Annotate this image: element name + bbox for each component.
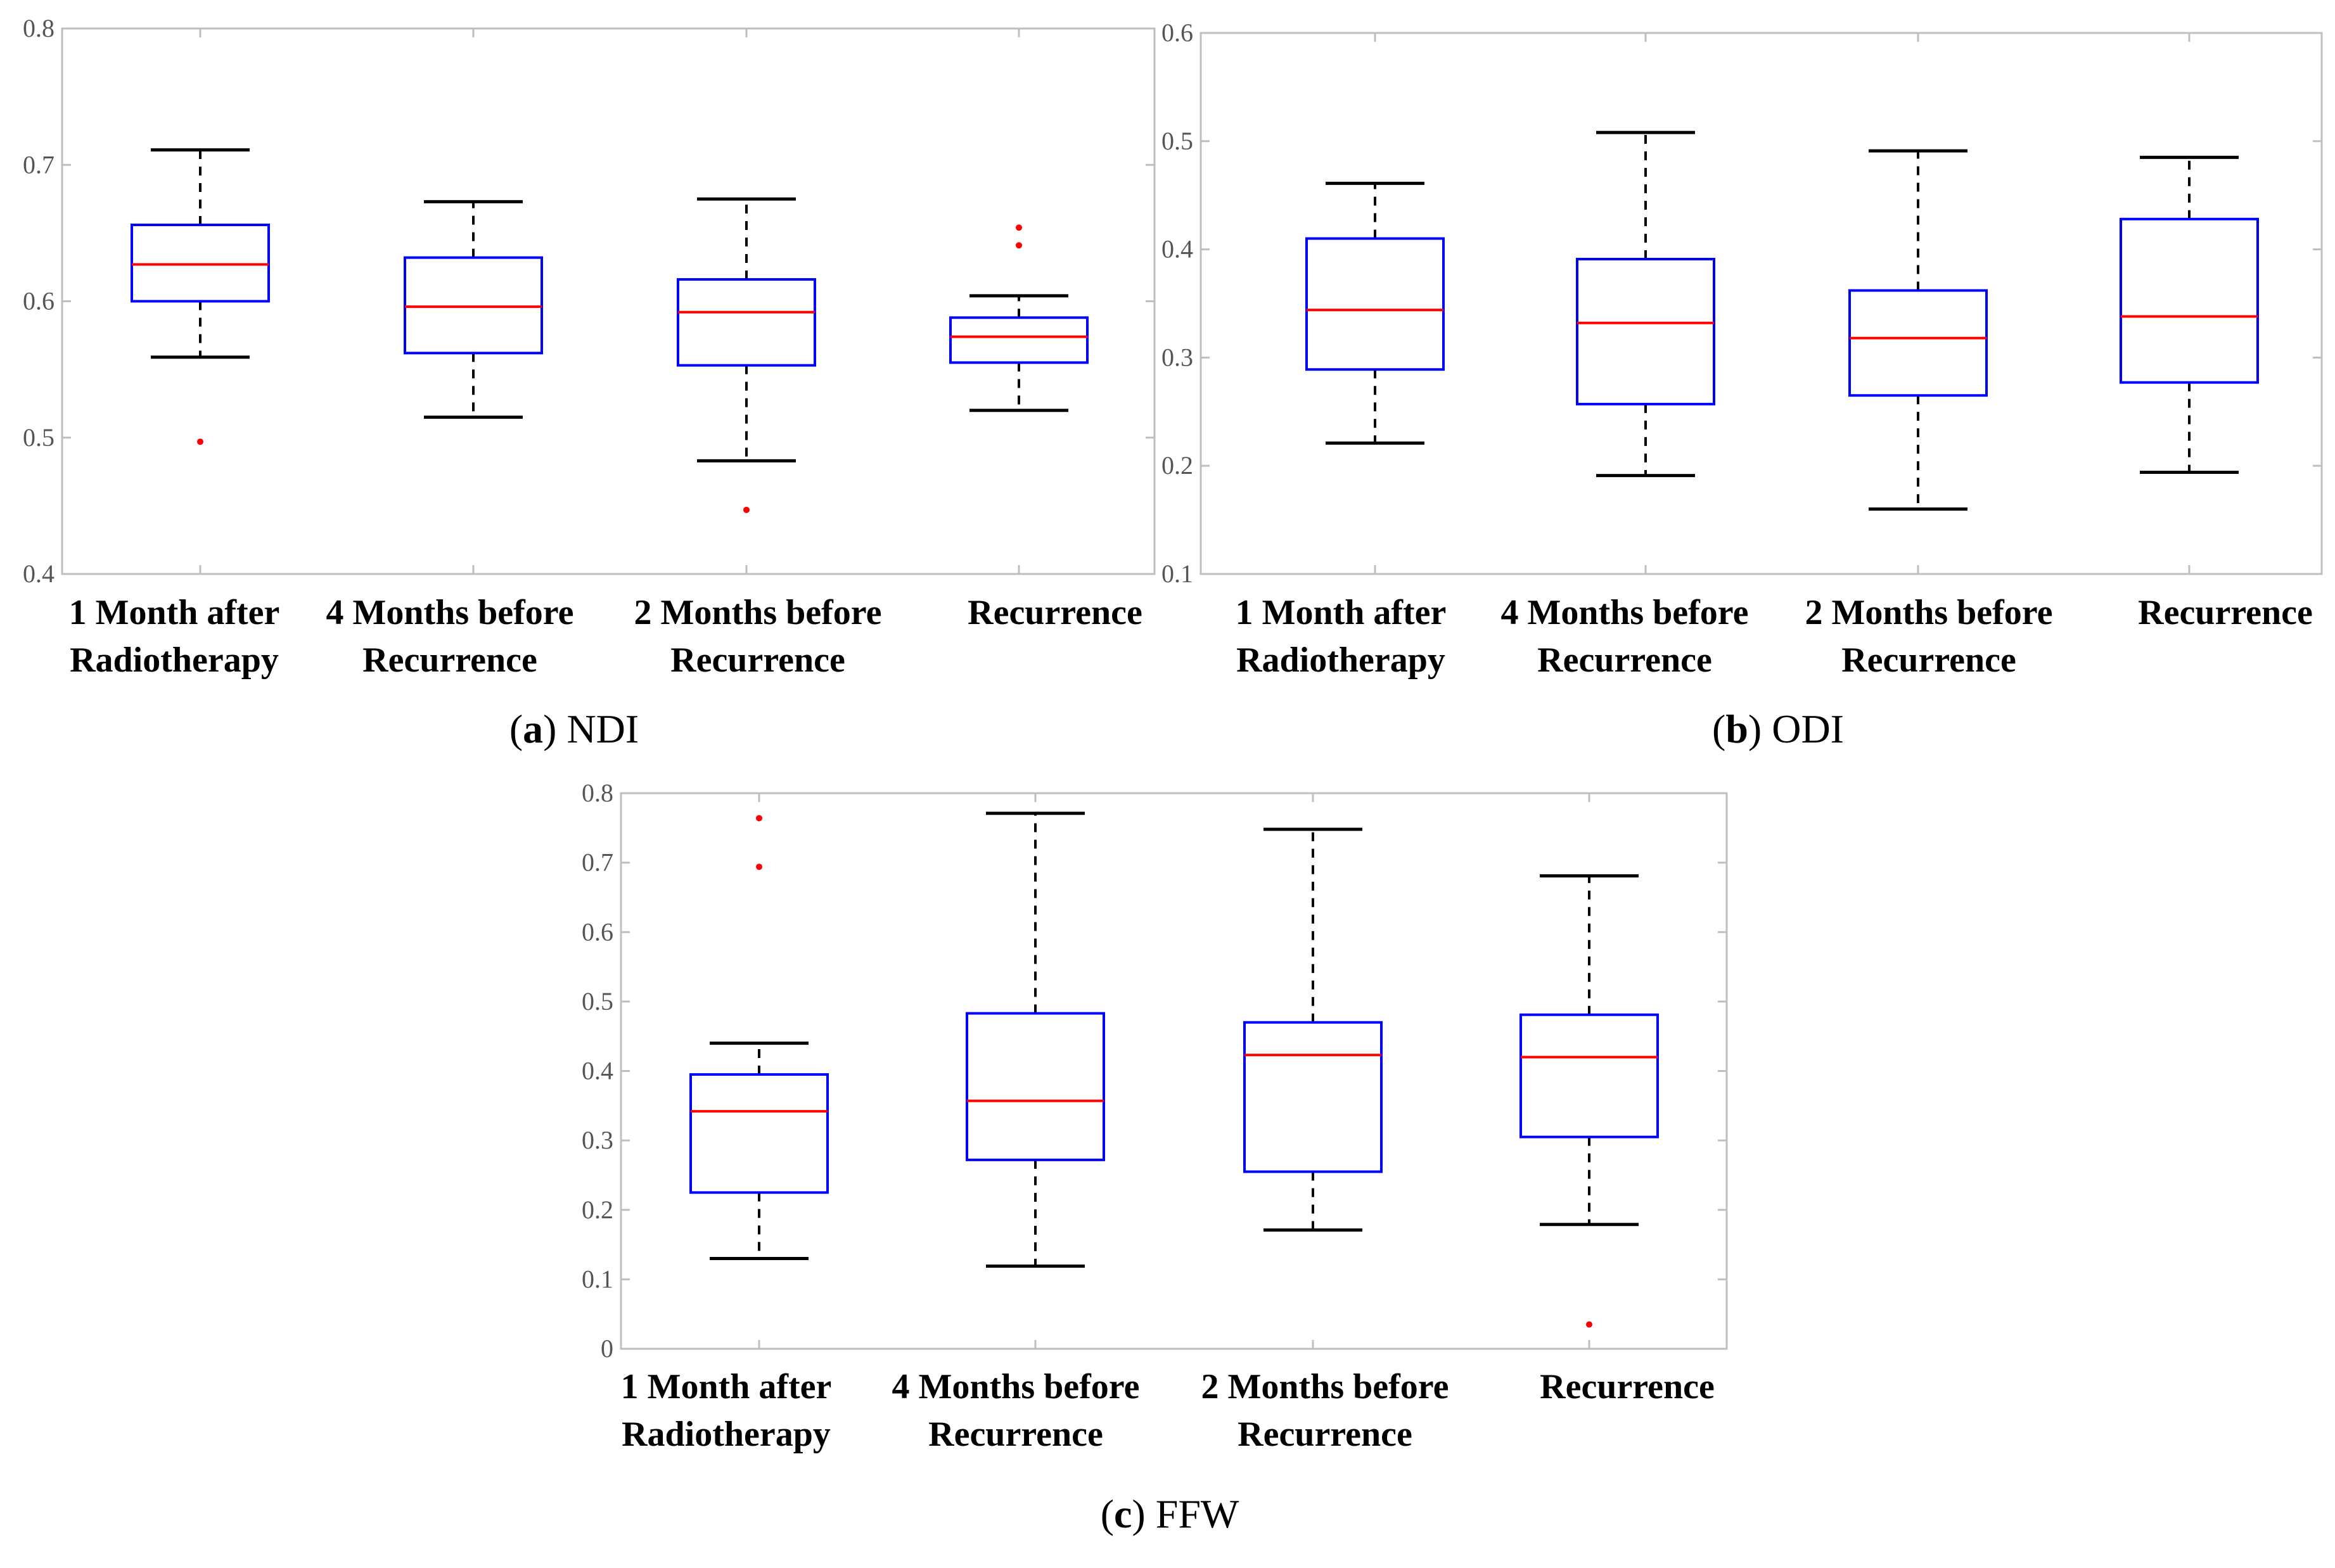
category-label: 2 Months before xyxy=(1201,1367,1449,1406)
category-label: 4 Months before xyxy=(326,593,574,632)
category-label: Recurrence xyxy=(968,593,1142,632)
caption-metric: ODI xyxy=(1772,706,1844,751)
iqr-box xyxy=(1519,1013,1659,1138)
category-label: Recurrence xyxy=(928,1415,1103,1454)
y-tick-label: 0.8 xyxy=(23,14,54,42)
category-label: 1 Month after xyxy=(69,593,280,632)
category-label: Radiotherapy xyxy=(622,1415,831,1454)
outlier-point xyxy=(756,815,762,822)
y-tick-label: 0 xyxy=(601,1334,613,1363)
category-label: 1 Month after xyxy=(1236,593,1447,632)
iqr-box xyxy=(677,278,816,367)
category-label: Recurrence xyxy=(1540,1367,1715,1406)
outlier-point xyxy=(197,438,203,445)
category-label: 2 Months before xyxy=(1805,593,2053,632)
outlier-point xyxy=(1016,224,1022,231)
box-3 xyxy=(1848,149,1988,511)
category-label: Recurrence xyxy=(1238,1415,1412,1454)
category-label: 2 Months before xyxy=(634,593,882,632)
category-label: 4 Months before xyxy=(892,1367,1140,1406)
box-3 xyxy=(677,197,816,513)
caption-letter: b xyxy=(1725,706,1748,751)
panel-caption: (b) ODI xyxy=(1712,706,1844,751)
caption-metric: NDI xyxy=(566,706,639,751)
y-tick-label: 0.5 xyxy=(23,423,54,452)
iqr-box xyxy=(1848,289,1988,397)
box-4 xyxy=(2120,155,2259,474)
box-1 xyxy=(1305,181,1445,445)
category-label: Recurrence xyxy=(2138,593,2313,632)
y-tick-label: 0.4 xyxy=(582,1057,613,1085)
box-2 xyxy=(404,200,543,419)
box-1 xyxy=(689,815,829,1260)
y-tick-label: 0.3 xyxy=(582,1126,613,1154)
y-tick-label: 0.7 xyxy=(23,150,54,179)
y-tick-label: 0.5 xyxy=(1161,127,1193,155)
iqr-box xyxy=(966,1012,1105,1161)
y-tick-label: 0.7 xyxy=(582,848,613,877)
box-2 xyxy=(1576,131,1715,478)
caption-letter: a xyxy=(523,706,543,751)
category-label: Recurrence xyxy=(1537,641,1712,680)
caption-paren-open: ( xyxy=(509,706,523,751)
iqr-box xyxy=(1576,257,1715,405)
outlier-point xyxy=(756,864,762,870)
y-tick-label: 0.2 xyxy=(1161,451,1193,480)
y-tick-label: 0.6 xyxy=(1161,18,1193,47)
iqr-box xyxy=(404,256,543,355)
y-tick-label: 0.1 xyxy=(1161,559,1193,588)
category-label: Radiotherapy xyxy=(1236,641,1445,680)
caption-paren-open: ( xyxy=(1101,1491,1114,1536)
caption-paren-close: ) xyxy=(543,706,566,751)
plot-frame xyxy=(1199,32,2323,575)
y-tick-label: 0.4 xyxy=(1161,235,1193,264)
y-tick-label: 0.6 xyxy=(23,287,54,316)
iqr-box xyxy=(2120,217,2259,384)
box-2 xyxy=(966,812,1105,1268)
chart-panel-b: 0.1 0.2 0.3 0.4 0.5 0.6 1 Month after Radiother… xyxy=(1161,18,2323,751)
iqr-box xyxy=(1243,1021,1383,1173)
caption-letter: c xyxy=(1114,1491,1132,1536)
outlier-point xyxy=(1586,1321,1592,1328)
chart-panel-a: 0.4 0.5 0.6 0.7 0.8 1 Month after Radiotherapy… xyxy=(23,14,1156,751)
y-tick-label: 0.2 xyxy=(582,1195,613,1224)
iqr-box xyxy=(689,1073,829,1194)
caption-metric: FFW xyxy=(1156,1491,1239,1536)
caption-paren-close: ) xyxy=(1748,706,1772,751)
y-tick-label: 0.3 xyxy=(1161,343,1193,371)
category-label: 1 Month after xyxy=(621,1367,832,1406)
category-label: Recurrence xyxy=(1841,641,2016,680)
y-tick-label: 0.1 xyxy=(582,1265,613,1293)
iqr-box xyxy=(131,223,270,303)
outlier-point xyxy=(1016,242,1022,249)
box-4 xyxy=(1519,874,1659,1328)
box-3 xyxy=(1243,827,1383,1232)
panel-caption: (a) NDI xyxy=(509,706,639,751)
category-label: Recurrence xyxy=(362,641,537,680)
caption-paren-close: ) xyxy=(1132,1491,1155,1536)
iqr-box xyxy=(1305,237,1445,371)
outlier-point xyxy=(743,506,750,513)
panel-caption: (c) FFW xyxy=(1101,1491,1239,1536)
category-label: Recurrence xyxy=(670,641,845,680)
chart-panel-c: 0 0.1 0.2 0.3 0.4 0.5 0.6 0.7 0.8 1 Month after Ra… xyxy=(582,779,1728,1536)
box-1 xyxy=(131,148,270,445)
category-label: Radiotherapy xyxy=(70,641,279,680)
y-tick-label: 0.5 xyxy=(582,987,613,1016)
iqr-box xyxy=(949,316,1089,364)
box-4 xyxy=(949,224,1089,412)
caption-paren-open: ( xyxy=(1712,706,1725,751)
category-label: 4 Months before xyxy=(1501,593,1749,632)
y-tick-label: 0.4 xyxy=(23,559,54,588)
y-tick-label: 0.8 xyxy=(582,779,613,807)
y-tick-label: 0.6 xyxy=(582,917,613,946)
